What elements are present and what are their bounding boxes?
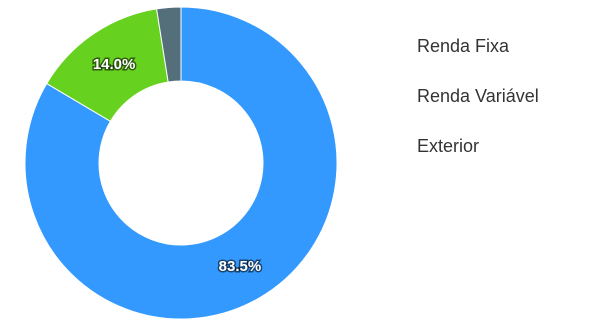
slice-exterior[interactable] bbox=[156, 6, 182, 83]
legend-item-exterior[interactable]: Exterior bbox=[417, 133, 539, 160]
legend-item-renda-variavel[interactable]: Renda Variável bbox=[417, 83, 539, 110]
legend-item-renda-fixa[interactable]: Renda Fixa bbox=[417, 33, 539, 60]
slice-renda-fixa[interactable] bbox=[24, 6, 338, 320]
chart-legend: Renda Fixa Renda Variável Exterior bbox=[417, 33, 539, 183]
chart-slice-labels: 83.5% 14.0% bbox=[91, 55, 262, 277]
chart-slices bbox=[24, 6, 338, 320]
legend-label: Exterior bbox=[417, 136, 480, 156]
data-label-renda-fixa: 83.5% bbox=[219, 258, 262, 275]
legend-label: Renda Variável bbox=[417, 86, 539, 106]
data-label-renda-variavel: 14.0% bbox=[93, 56, 136, 73]
legend-label: Renda Fixa bbox=[417, 36, 510, 56]
